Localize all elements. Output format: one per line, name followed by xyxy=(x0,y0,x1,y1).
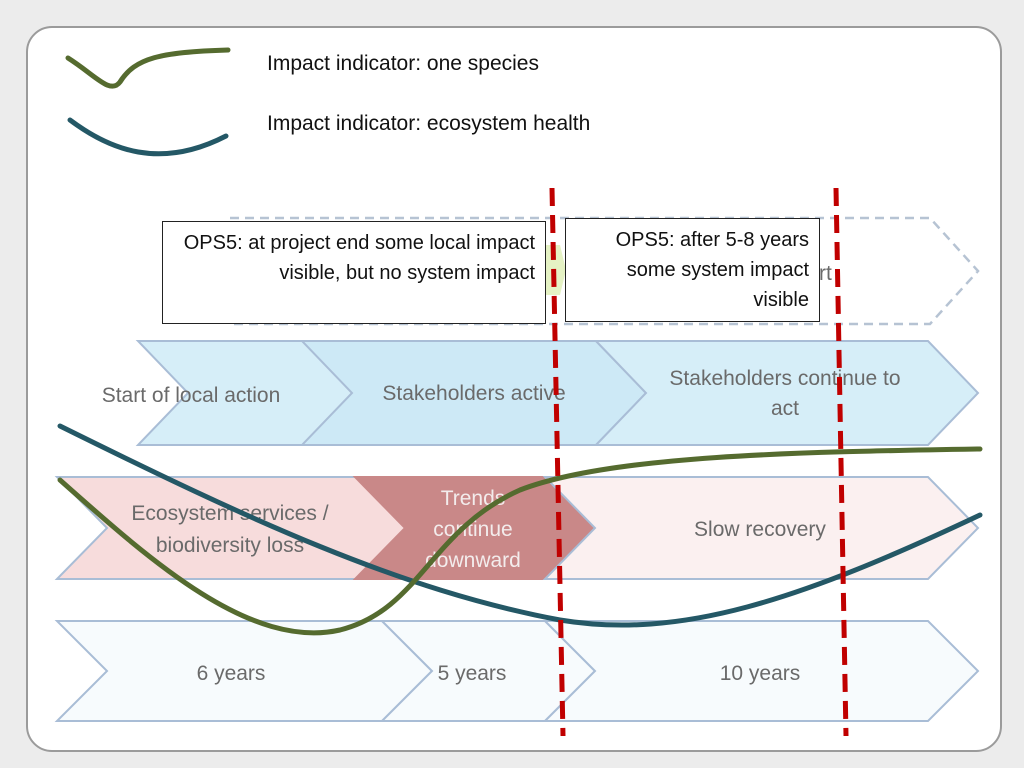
callout-after-years: OPS5: after 5-8 years some system impact… xyxy=(565,218,820,322)
label-stakeholders-continue-line2: act xyxy=(771,397,799,420)
legend-ecosystem-swatch xyxy=(67,117,229,157)
label-ecosystem-loss-line2: biodiversity loss xyxy=(156,534,304,557)
label-6-years: 6 years xyxy=(197,662,266,685)
marker-project-end xyxy=(549,187,566,737)
label-start-local-action: Start of local action xyxy=(102,384,281,407)
chevron-stakeholders-continue xyxy=(593,340,980,446)
legend-ecosystem-label: Impact indicator: ecosystem health xyxy=(267,112,591,135)
marker-after-years xyxy=(833,187,849,737)
label-trends-line1: Trends xyxy=(441,487,506,510)
legend-species-swatch xyxy=(65,47,231,89)
label-slow-recovery: Slow recovery xyxy=(694,518,826,541)
legend-species-label: Impact indicator: one species xyxy=(267,52,539,75)
top-partial-text: rt xyxy=(819,262,832,285)
chevron-10-years xyxy=(542,620,980,722)
chevron-slow-recovery xyxy=(542,476,980,580)
label-ecosystem-loss-line1: Ecosystem services / xyxy=(131,502,328,525)
label-trends-line3: downward xyxy=(425,549,521,572)
species-curve xyxy=(57,446,983,636)
label-stakeholders-active: Stakeholders active xyxy=(382,382,565,405)
label-10-years: 10 years xyxy=(720,662,801,685)
label-stakeholders-continue-line1: Stakeholders continue to xyxy=(669,367,900,390)
ecosystem-health-curve xyxy=(57,423,983,628)
label-5-years: 5 years xyxy=(438,662,507,685)
callout-project-end: OPS5: at project end some local impact v… xyxy=(162,221,546,324)
